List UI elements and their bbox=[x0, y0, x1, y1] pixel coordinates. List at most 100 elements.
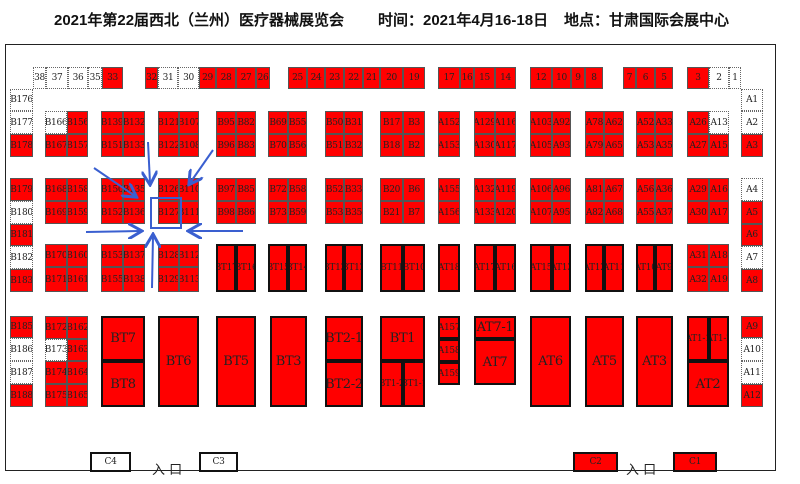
booth-label: AT6 bbox=[538, 354, 563, 369]
booth-label: B176 bbox=[10, 95, 33, 105]
booth-label: A16 bbox=[710, 184, 728, 195]
booth-label: B166 bbox=[45, 117, 67, 128]
booth-label: 35 bbox=[89, 73, 101, 83]
booth: B170 bbox=[45, 244, 67, 267]
booth-label: AT18 bbox=[438, 263, 460, 273]
booth-label: BT8 bbox=[110, 376, 136, 392]
booth: BT2-2 bbox=[325, 361, 363, 407]
booth: B180 bbox=[10, 201, 33, 224]
booth: B163 bbox=[67, 339, 88, 361]
booth: B6 bbox=[403, 178, 425, 201]
booth: B181 bbox=[10, 224, 33, 246]
booth: BT8 bbox=[101, 361, 145, 407]
booth-label: BT6 bbox=[165, 354, 192, 369]
booth-label: A2 bbox=[746, 117, 758, 128]
booth-label: AT1-1 bbox=[689, 333, 707, 344]
booth-label: A7 bbox=[746, 252, 758, 263]
booth: B53 bbox=[325, 201, 344, 224]
booth: B21 bbox=[380, 201, 403, 224]
booth: A153 bbox=[438, 134, 460, 157]
booth: 32 bbox=[145, 67, 158, 89]
booth: AT1-1 bbox=[687, 316, 709, 361]
booth: BT5 bbox=[216, 316, 256, 407]
booth: A129 bbox=[474, 111, 495, 134]
booth: 23 bbox=[325, 67, 344, 89]
booth: A133 bbox=[474, 201, 495, 224]
booth: 19 bbox=[403, 67, 425, 89]
booth: B18 bbox=[380, 134, 403, 157]
booth-label: A130 bbox=[474, 140, 495, 151]
booth-label: B155 bbox=[101, 274, 123, 285]
booth-label: BT5 bbox=[223, 354, 249, 369]
booth-label: B111 bbox=[180, 207, 198, 218]
booth-label: B180 bbox=[10, 207, 33, 218]
booth-label: B121 bbox=[158, 117, 179, 128]
booth-label: B7 bbox=[408, 207, 420, 218]
booth-label: AT3 bbox=[642, 354, 667, 369]
booth: BT12 bbox=[344, 244, 363, 292]
booth: A155 bbox=[438, 178, 460, 201]
booth: 20 bbox=[380, 67, 403, 89]
booth: A31 bbox=[687, 244, 709, 267]
booth-label: B72 bbox=[269, 184, 287, 195]
booth: A158 bbox=[438, 339, 460, 362]
booth: A3 bbox=[741, 134, 763, 157]
booth-label: B82 bbox=[237, 117, 255, 128]
booth-label: A156 bbox=[438, 207, 460, 218]
booth: BT1-1 bbox=[403, 361, 425, 407]
booth-label: B132 bbox=[123, 117, 145, 128]
booth: A107 bbox=[530, 201, 552, 224]
booth: B85 bbox=[236, 178, 256, 201]
booth-label: B170 bbox=[45, 250, 67, 261]
booth: A106 bbox=[530, 178, 552, 201]
booth: 1 bbox=[729, 67, 741, 89]
booth-label: A3 bbox=[746, 140, 758, 151]
booth-label: A9 bbox=[746, 322, 758, 332]
booth-label: B162 bbox=[67, 322, 88, 333]
booth: A4 bbox=[741, 178, 763, 201]
booth-label: B169 bbox=[45, 207, 67, 218]
booth-label: A37 bbox=[655, 207, 673, 218]
booth-label: A107 bbox=[530, 207, 552, 218]
booth: A119 bbox=[495, 178, 516, 201]
booth: A92 bbox=[552, 111, 571, 134]
booth-label: B18 bbox=[382, 140, 401, 151]
entrance-label-right: 入 口 bbox=[626, 463, 657, 478]
booth-label: B178 bbox=[10, 140, 33, 151]
booth-label: B175 bbox=[45, 390, 67, 401]
booth: 25 bbox=[288, 67, 307, 89]
booth: B110 bbox=[179, 178, 199, 201]
booth-label: A26 bbox=[689, 117, 707, 128]
booth: A37 bbox=[655, 201, 673, 224]
booth: B150 bbox=[101, 178, 123, 201]
booth-label: AT5 bbox=[592, 354, 617, 369]
booth: B158 bbox=[67, 178, 88, 201]
booth: B166 bbox=[45, 111, 67, 134]
booth-label: B179 bbox=[10, 184, 33, 195]
booth-label: B182 bbox=[10, 252, 33, 263]
booth-label: A132 bbox=[474, 184, 495, 195]
booth-label: AT13 bbox=[554, 263, 569, 273]
booth-label: B59 bbox=[288, 207, 307, 218]
booth-label: A103 bbox=[530, 117, 552, 128]
booth-label: B127 bbox=[158, 207, 179, 218]
booth: A35 bbox=[655, 134, 673, 157]
booth-label: B21 bbox=[382, 207, 401, 218]
booth: B3 bbox=[403, 111, 425, 134]
booth: B58 bbox=[288, 178, 307, 201]
booth-label: B6 bbox=[408, 184, 420, 195]
booth-label: AT2 bbox=[695, 376, 721, 392]
booth-label: 14 bbox=[500, 73, 511, 83]
booth-label: BT7 bbox=[110, 331, 136, 346]
booth: B56 bbox=[288, 134, 307, 157]
booth: B171 bbox=[45, 267, 67, 292]
booth-label: A153 bbox=[438, 140, 460, 151]
booth-label: A55 bbox=[636, 207, 655, 218]
booth: B136 bbox=[123, 201, 145, 224]
booth-label: B97 bbox=[217, 184, 235, 195]
booth: 31 bbox=[158, 67, 178, 89]
booth: B133 bbox=[123, 134, 145, 157]
booth: B72 bbox=[268, 178, 288, 201]
booth-label: B181 bbox=[10, 230, 33, 240]
booth: B86 bbox=[236, 201, 256, 224]
